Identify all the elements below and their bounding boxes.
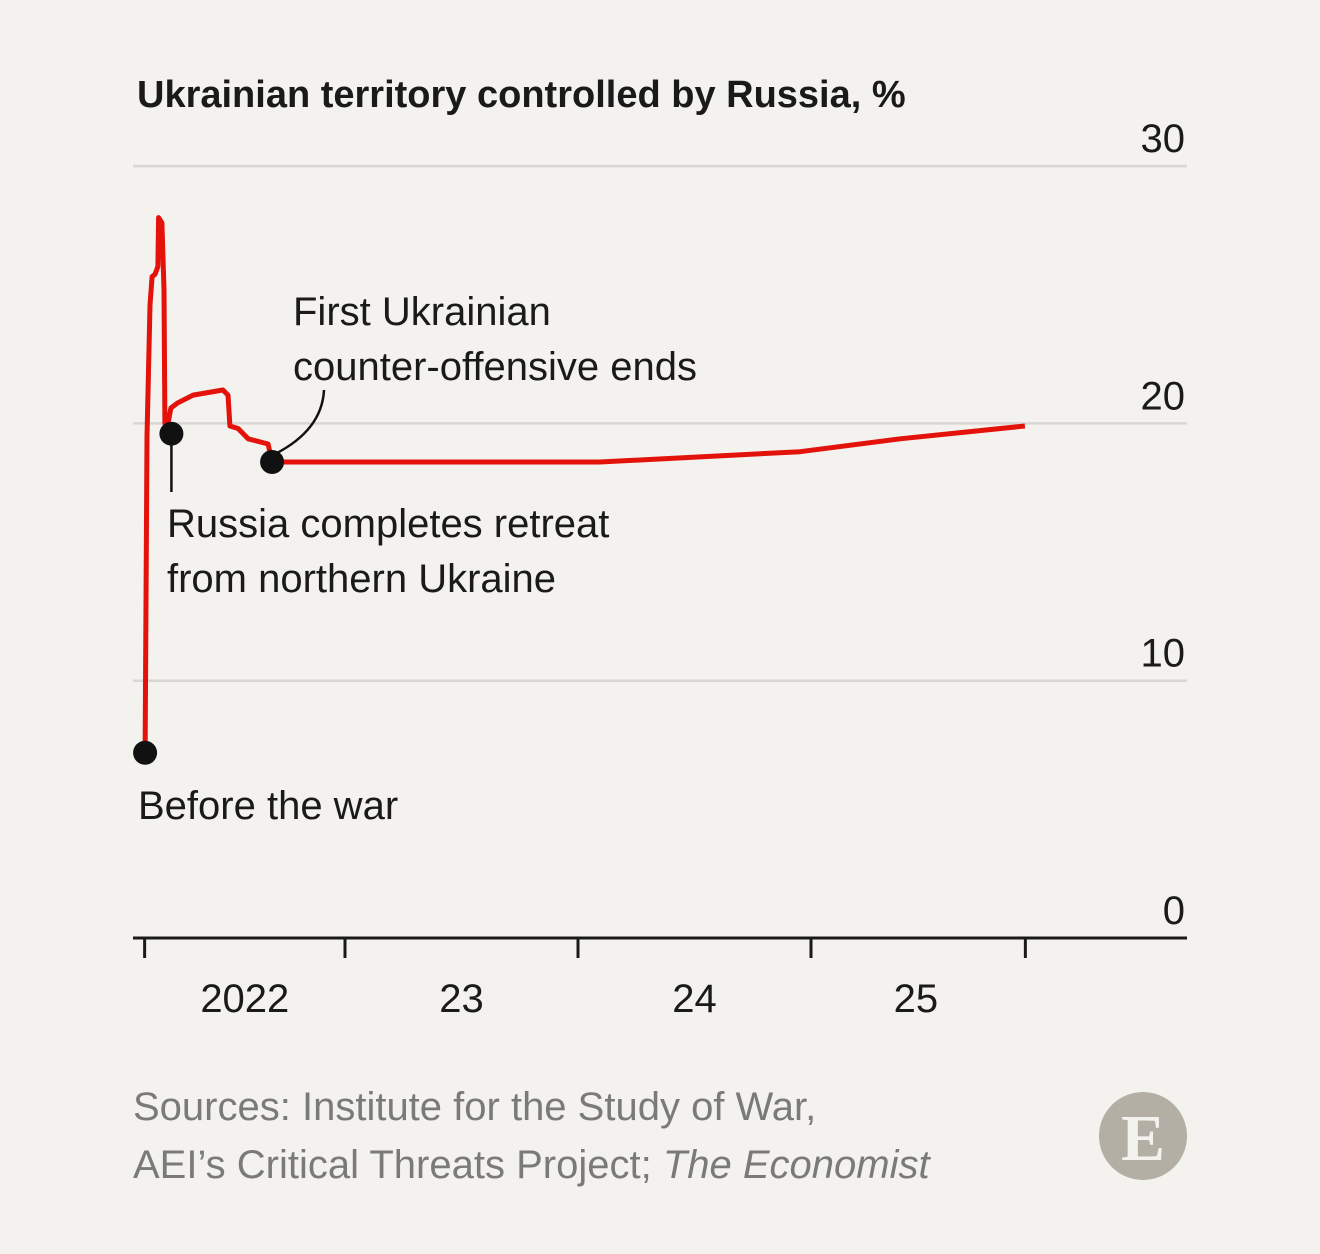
x-tick-label: 23 (439, 977, 484, 1021)
annotation-counter-offensive-line: counter-offensive ends (293, 345, 697, 389)
annotation-retreat-line: Russia completes retreat (167, 502, 609, 546)
source-line-2-prefix: AEI’s Critical Threats Project; (133, 1143, 663, 1187)
annotation-marker (133, 740, 158, 765)
source-line-2: AEI’s Critical Threats Project; The Econ… (133, 1143, 931, 1187)
y-tick-label: 10 (1141, 632, 1186, 676)
annotation-before-war: Before the war (138, 784, 398, 828)
x-tick-label: 2022 (200, 977, 289, 1021)
source-line-1: Sources: Institute for the Study of War, (133, 1085, 816, 1129)
economist-logo: E (1099, 1092, 1187, 1180)
annotation-retreat-line: from northern Ukraine (167, 557, 556, 601)
annotation-marker (260, 449, 285, 474)
y-tick-label: 20 (1141, 374, 1186, 418)
x-tick-label: 24 (672, 977, 717, 1021)
logo-letter: E (1121, 1102, 1165, 1175)
annotation-counter-offensive-line: First Ukrainian (293, 290, 551, 334)
annotation-marker (159, 421, 184, 446)
y-tick-label: 30 (1141, 117, 1186, 161)
x-tick-label: 25 (894, 977, 939, 1021)
y-tick-label: 0 (1163, 889, 1185, 933)
annotation-leader (274, 389, 326, 456)
series-line (142, 215, 1026, 753)
source-economist: The Economist (663, 1143, 932, 1187)
chart-title: Ukrainian territory controlled by Russia… (137, 74, 906, 116)
